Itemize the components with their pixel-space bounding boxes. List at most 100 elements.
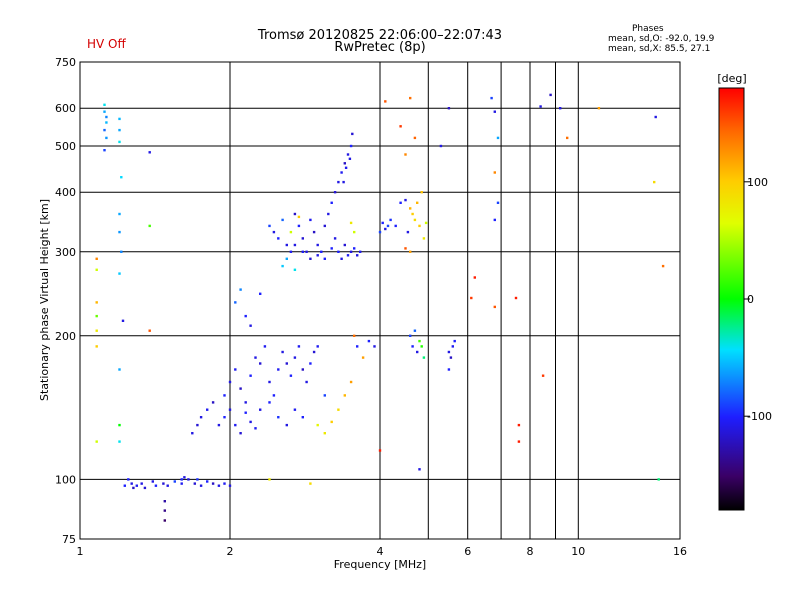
data-point [180,482,183,485]
colorbar-label: [deg] [717,72,746,85]
data-point [163,509,166,512]
data-point [103,128,106,132]
data-point [418,339,421,343]
data-point [493,218,496,222]
data-point [340,257,343,260]
data-point [234,368,237,371]
data-point [217,423,221,427]
data-point [239,288,242,291]
data-point [211,401,215,404]
data-point [281,264,284,268]
data-point [118,140,121,144]
data-point [228,408,232,411]
data-point [277,237,280,240]
data-point [597,107,601,110]
data-point [277,416,280,419]
data-point [447,107,451,110]
data-point [309,218,312,222]
data-point [285,257,288,260]
data-point [514,296,518,300]
data-point [121,319,125,322]
data-point [148,329,151,332]
x-tick-label: 8 [527,545,534,558]
x-tick-label: 1 [77,545,84,558]
data-point [346,153,350,156]
data-point [473,276,476,279]
data-point [394,224,397,228]
colorbar-tick-label: 100 [747,176,768,189]
data-point [223,416,226,419]
data-point [353,247,356,250]
data-point [404,198,407,202]
data-point [244,401,247,404]
data-point [196,423,199,427]
y-tick-label: 100 [55,473,76,486]
data-point [337,180,340,184]
data-point [411,345,414,348]
data-point [103,103,106,106]
data-point [244,411,247,414]
data-point [378,449,382,452]
data-point [191,432,194,435]
data-point [118,440,121,443]
data-point [316,423,319,427]
data-point [301,416,304,419]
data-point [289,374,293,377]
grid-lines [80,62,680,539]
data-point [228,380,232,384]
data-point [312,230,316,234]
data-point [342,180,345,184]
y-tick-label: 750 [55,56,76,69]
data-point [289,230,293,234]
data-point [337,408,340,411]
data-point [103,149,106,152]
data-point [541,374,545,377]
data-point [268,380,271,384]
data-point [301,250,304,253]
data-point [140,482,143,485]
data-point [285,243,288,247]
data-point [244,314,247,318]
data-point [496,136,500,140]
data-point [411,212,414,216]
data-point [211,482,215,485]
data-point [566,136,569,140]
x-axis-label: Frequency [MHz] [334,558,426,571]
data-point [373,345,376,348]
data-point [349,380,353,384]
data-point [206,408,209,411]
data-point [356,254,359,257]
data-point [330,201,333,204]
data-point [105,121,108,124]
data-point [166,484,169,487]
data-point [199,484,203,487]
data-point [356,345,359,348]
data-point [268,224,271,228]
data-point [305,380,308,384]
data-point [120,176,123,179]
data-point [337,250,340,253]
data-point [277,368,280,371]
data-point [143,486,147,490]
chart-title: Tromsø 20120825 22:06:00–22:07:43 [257,28,503,43]
data-point [95,329,98,332]
data-point [657,478,660,481]
data-point [123,484,126,487]
data-point [416,201,419,204]
data-point [187,478,190,481]
data-point [539,105,542,108]
phase-stats-x: mean, sd,X: 85.5, 27.1 [608,44,711,54]
data-point [409,96,412,100]
data-point [239,432,242,435]
data-point [132,486,135,490]
data-point [135,484,138,487]
data-point [349,250,353,253]
data-point [234,423,237,427]
data-point [378,230,382,234]
data-point [95,257,98,260]
data-point [384,227,387,231]
colorbar-tick-label: -100 [747,410,772,423]
data-point [348,157,352,160]
data-point [309,362,312,365]
data-point [223,394,226,397]
